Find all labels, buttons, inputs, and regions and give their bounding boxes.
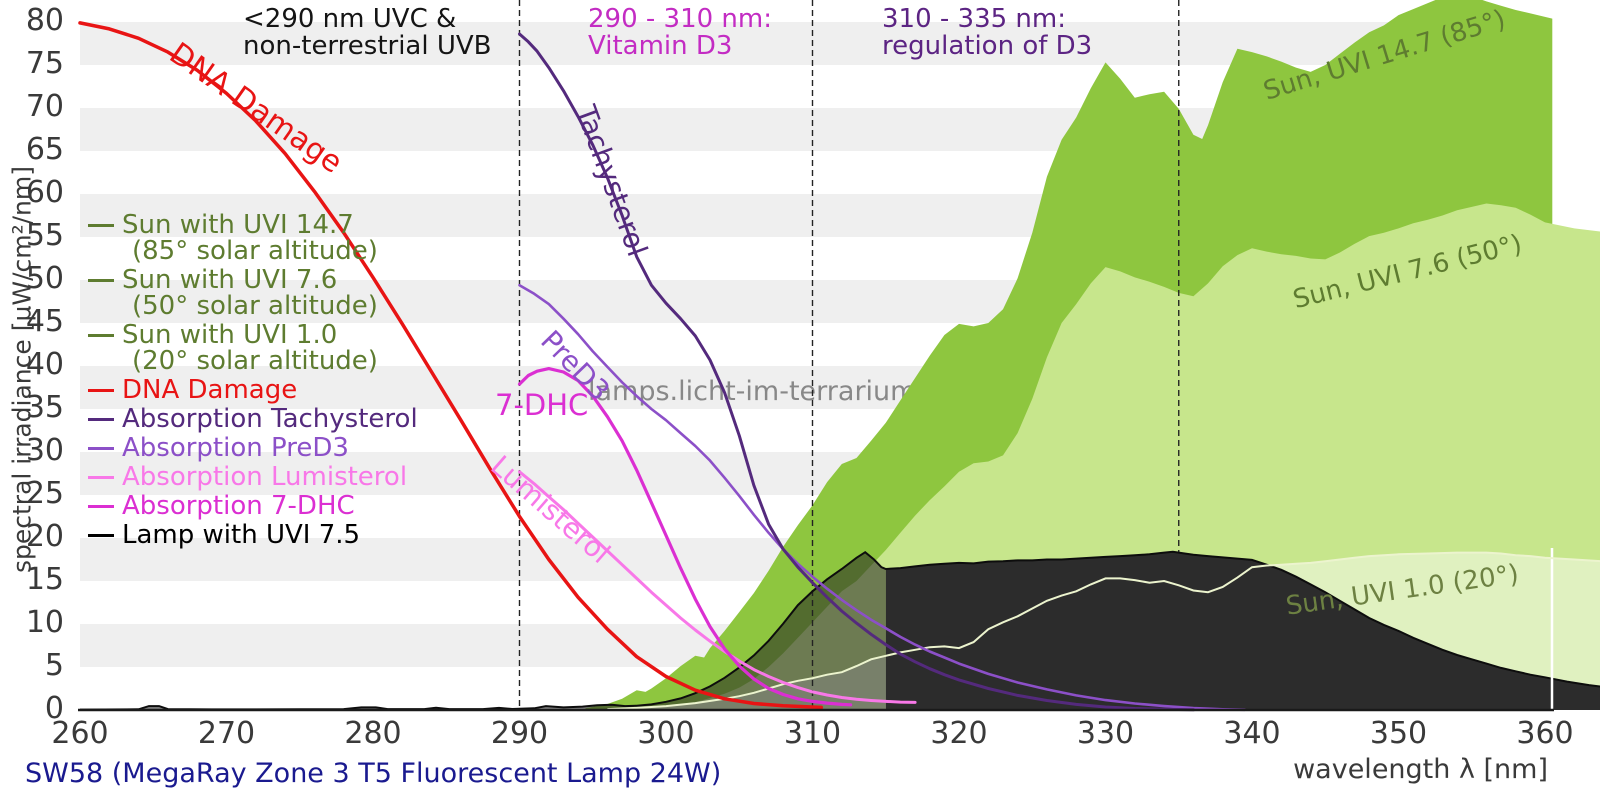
y-tick-5: 5 — [44, 648, 64, 683]
y-tick-45: 45 — [25, 304, 64, 339]
legend-label-4-line-0: Absorption Tachysterol — [122, 404, 418, 434]
x-tick-360: 360 — [1516, 716, 1574, 751]
legend-label-6-line-0: Absorption Lumisterol — [122, 462, 408, 492]
x-tick-320: 320 — [930, 716, 988, 751]
legend-label-1-line-1: (50° solar altitude) — [132, 291, 378, 321]
legend-label-0-line-0: Sun with UVI 14.7 — [122, 210, 354, 240]
y-tick-0: 0 — [44, 691, 64, 726]
legend-label-5: Absorption PreD3 — [122, 435, 349, 461]
y-tick-20: 20 — [25, 519, 64, 554]
area-lamp-uvb-segment — [80, 552, 886, 710]
x-tick-340: 340 — [1223, 716, 1281, 751]
curve-lumisterol — [518, 470, 917, 704]
x-tick-270: 270 — [197, 716, 256, 751]
y-tick-10: 10 — [25, 605, 64, 640]
x-tick-310: 310 — [783, 716, 842, 751]
legend-item-4: Absorption Tachysterol — [88, 406, 418, 432]
legend-label-2-line-0: Sun with UVI 1.0 — [122, 320, 338, 350]
legend-label-8-line-0: Lamp with UVI 7.5 — [122, 520, 361, 550]
annotation-vitamin-line2: Vitamin D3 — [588, 31, 733, 61]
legend-swatch-8 — [88, 534, 114, 537]
annotation-uvc-line1: <290 nm UVC & — [243, 4, 457, 34]
legend-label-8: Lamp with UVI 7.5 — [122, 522, 360, 548]
legend-swatch-6 — [88, 476, 114, 479]
legend: Sun with UVI 14.7 (85° solar altitude) Sun… — [88, 212, 418, 551]
x-tick-350: 350 — [1369, 716, 1428, 751]
annotation-vitamin-d3: 290 - 310 nm: Vitamin D3 — [588, 6, 772, 60]
y-tick-40: 40 — [25, 347, 64, 382]
legend-item-8: Lamp with UVI 7.5 — [88, 522, 418, 548]
legend-label-7: Absorption 7-DHC — [122, 493, 355, 519]
curve-label-7dhc: 7-DHC — [495, 388, 589, 422]
legend-label-1-line-0: Sun with UVI 7.6 — [122, 265, 338, 295]
curve-sun-uvi-10 — [607, 551, 1600, 711]
legend-item-3: DNA Damage — [88, 377, 418, 403]
legend-item-0: Sun with UVI 14.7 (85° solar altitude) — [88, 212, 418, 264]
legend-label-5-line-0: Absorption PreD3 — [122, 433, 349, 463]
legend-item-5: Absorption PreD3 — [88, 435, 418, 461]
legend-label-2-line-1: (20° solar altitude) — [132, 346, 378, 376]
y-tick-65: 65 — [25, 132, 64, 167]
legend-item-1: Sun with UVI 7.6 (50° solar altitude) — [88, 267, 418, 319]
y-tick-50: 50 — [25, 261, 64, 296]
y-tick-80: 80 — [25, 3, 64, 38]
legend-label-7-line-0: Absorption 7-DHC — [122, 491, 355, 521]
x-tick-260: 260 — [51, 716, 109, 751]
legend-item-6: Absorption Lumisterol — [88, 464, 418, 490]
y-tick-15: 15 — [25, 562, 64, 597]
curve-dna-damage — [78, 21, 824, 710]
y-tick-30: 30 — [25, 433, 64, 468]
x-tick-300: 300 — [637, 716, 695, 751]
legend-swatch-3 — [88, 389, 114, 392]
chart-title: SW58 (MegaRay Zone 3 T5 Fluorescent Lamp… — [25, 758, 722, 789]
annotation-regulation-line2: regulation of D3 — [882, 31, 1093, 61]
legend-label-1: Sun with UVI 7.6 (50° solar altitude) — [122, 267, 378, 319]
legend-item-2: Sun with UVI 1.0 (20° solar altitude) — [88, 322, 418, 374]
x-tick-330: 330 — [1076, 716, 1135, 751]
legend-swatch-1 — [88, 279, 114, 282]
curve-lamp — [79, 550, 1600, 711]
legend-label-0-line-1: (85° solar altitude) — [132, 236, 378, 266]
y-tick-75: 75 — [25, 46, 64, 81]
legend-label-4: Absorption Tachysterol — [122, 406, 418, 432]
annotation-regulation-line1: 310 - 335 nm: — [882, 4, 1066, 34]
curve-tachysterol — [518, 32, 1195, 712]
annotation-vitamin-line1: 290 - 310 nm: — [588, 4, 772, 34]
legend-swatch-0 — [88, 224, 114, 227]
x-tick-290: 290 — [490, 716, 549, 751]
legend-item-7: Absorption 7-DHC — [88, 493, 418, 519]
legend-swatch-2 — [88, 334, 114, 337]
legend-label-3-line-0: DNA Damage — [122, 375, 298, 405]
grid-stripe — [80, 22, 1552, 65]
annotation-uvc: <290 nm UVC & non-terrestrial UVB — [243, 6, 492, 60]
x-axis-title: wavelength λ [nm] — [1293, 754, 1548, 785]
legend-swatch-5 — [88, 447, 114, 450]
legend-label-2: Sun with UVI 1.0 (20° solar altitude) — [122, 322, 378, 374]
y-tick-70: 70 — [25, 89, 64, 124]
legend-label-0: Sun with UVI 14.7 (85° solar altitude) — [122, 212, 378, 264]
y-tick-35: 35 — [25, 390, 64, 425]
x-tick-280: 280 — [344, 716, 402, 751]
y-tick-55: 55 — [25, 218, 64, 253]
legend-swatch-4 — [88, 418, 114, 421]
legend-swatch-7 — [88, 505, 114, 508]
legend-label-3: DNA Damage — [122, 377, 297, 403]
annotation-uvc-line2: non-terrestrial UVB — [243, 31, 492, 61]
area-lamp — [885, 551, 1600, 710]
legend-label-6: Absorption Lumisterol — [122, 464, 407, 490]
annotation-regulation-d3: 310 - 335 nm: regulation of D3 — [882, 6, 1092, 60]
y-tick-60: 60 — [25, 175, 64, 210]
curve-7dhc — [517, 367, 853, 707]
curve-pred3 — [518, 283, 1246, 712]
y-tick-25: 25 — [25, 476, 64, 511]
